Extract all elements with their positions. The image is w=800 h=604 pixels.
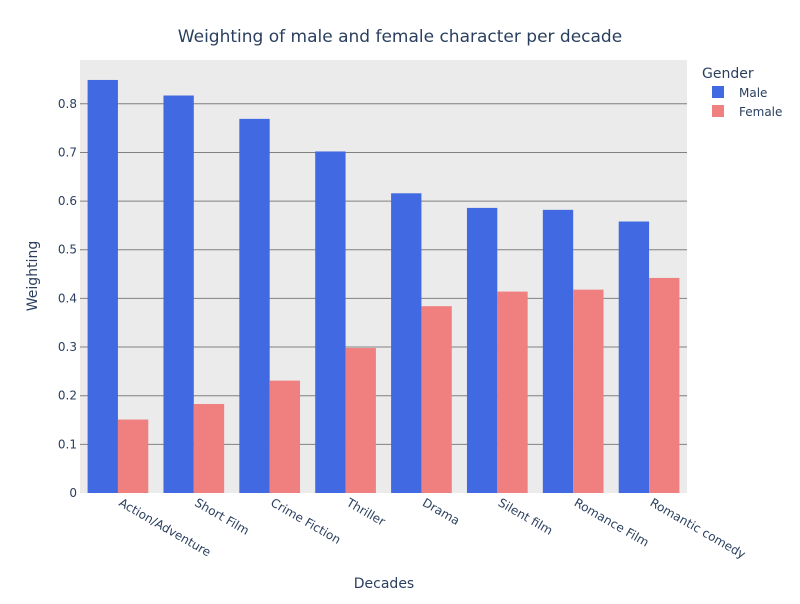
bar-male[interactable]: [391, 193, 422, 494]
bar-male[interactable]: [163, 95, 194, 493]
y-axis-ticks: 0 0.1 0.2 0.3 0.4 0.5 0.6 0.7 0.8: [58, 97, 77, 500]
bar-male[interactable]: [466, 207, 498, 493]
legend-label-female: Female: [739, 105, 782, 119]
x-axis-title: Decades: [354, 576, 414, 592]
bar-male[interactable]: [618, 221, 650, 493]
bar-female[interactable]: [269, 380, 301, 493]
legend-swatch-female: [712, 105, 724, 117]
bar-male[interactable]: [315, 151, 346, 494]
legend: Gender Male Female: [702, 66, 782, 119]
legend-item-male[interactable]: Male: [712, 86, 767, 100]
y-tick-label: 0: [69, 486, 77, 500]
legend-label-male: Male: [739, 86, 767, 100]
bar-male[interactable]: [239, 118, 270, 494]
y-tick-label: 0.7: [58, 145, 77, 159]
legend-swatch-male: [712, 86, 724, 98]
chart-title: Weighting of male and female character p…: [178, 27, 622, 47]
legend-item-female[interactable]: Female: [712, 105, 782, 119]
bars: [87, 79, 680, 494]
y-tick-label: 0.3: [58, 340, 77, 354]
bar-female[interactable]: [345, 348, 376, 493]
y-tick-label: 0.5: [58, 243, 77, 257]
bar-female[interactable]: [421, 306, 452, 493]
legend-title: Gender: [702, 66, 754, 82]
y-tick-label: 0.4: [58, 291, 77, 305]
y-tick-label: 0.1: [58, 437, 77, 451]
bar-female[interactable]: [573, 289, 604, 493]
bar-male[interactable]: [542, 209, 574, 493]
bar-female[interactable]: [193, 403, 225, 493]
bar-male[interactable]: [87, 79, 118, 493]
y-tick-label: 0.2: [58, 389, 77, 403]
y-tick-label: 0.8: [58, 97, 77, 111]
bar-female[interactable]: [497, 291, 528, 493]
bar-female[interactable]: [117, 419, 149, 493]
bar-female[interactable]: [649, 277, 680, 493]
y-tick-label: 0.6: [58, 194, 77, 208]
y-axis-title: Weighting: [25, 241, 41, 311]
